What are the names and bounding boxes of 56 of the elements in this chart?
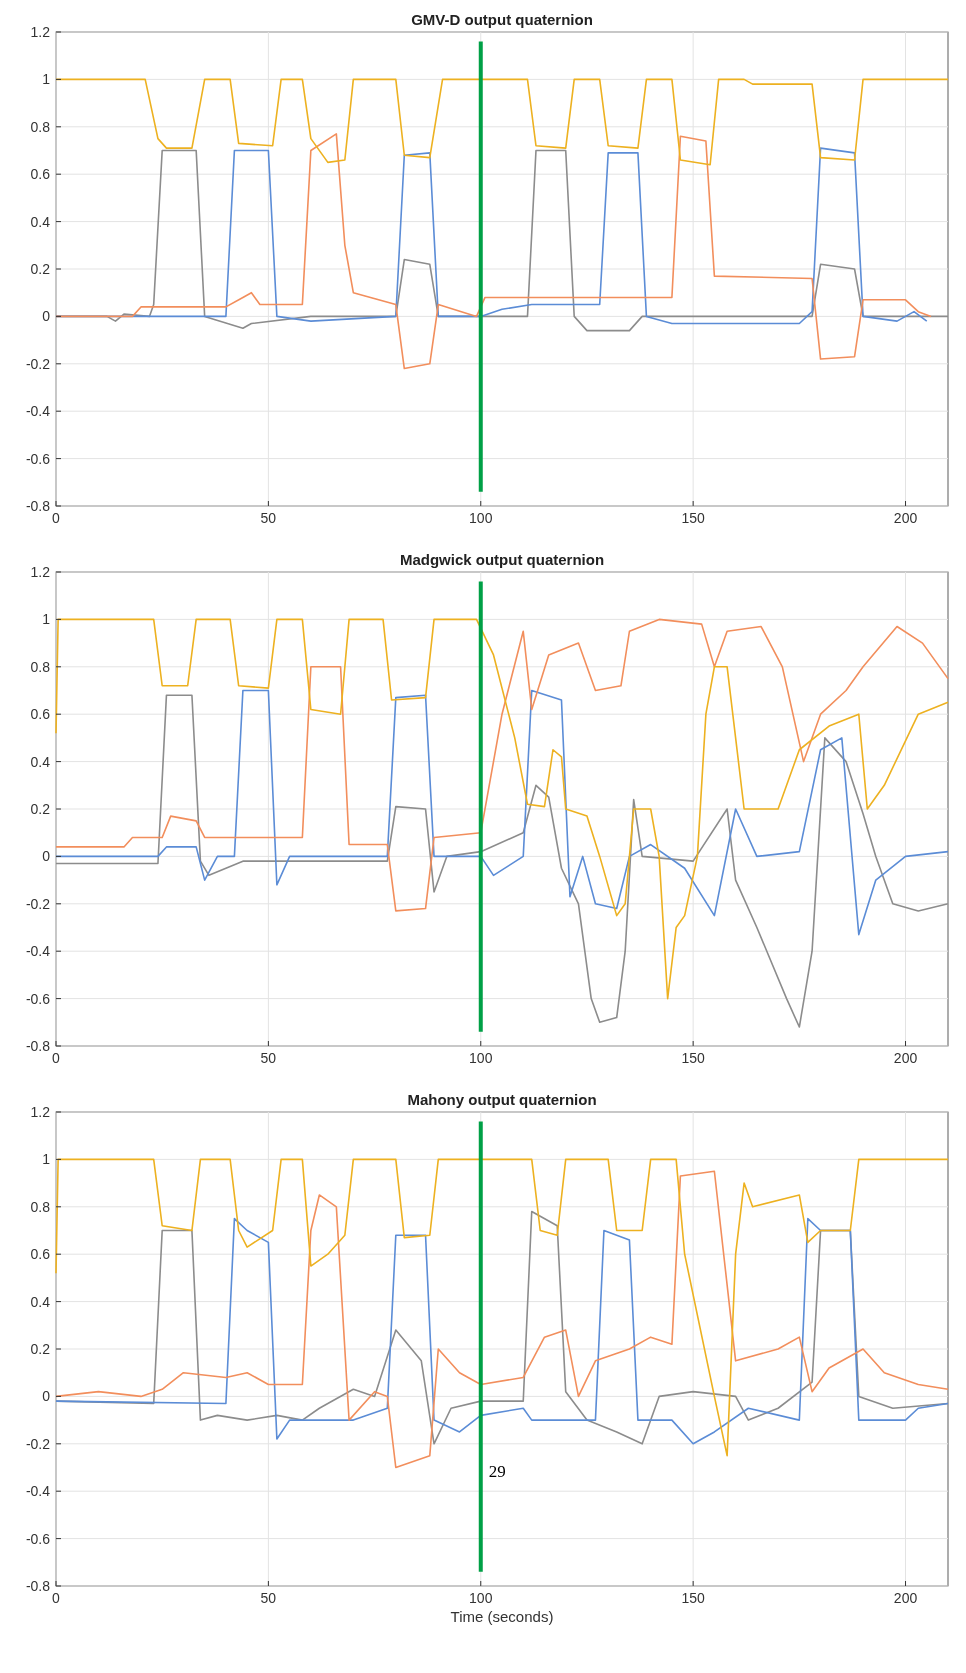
y-tick-label: 1 bbox=[42, 611, 51, 628]
y-tick-label: 0.8 bbox=[30, 1198, 51, 1215]
y-tick-label: 0 bbox=[42, 848, 51, 865]
chart-title: GMV-D output quaternion bbox=[411, 11, 593, 28]
y-tick-label: 0.8 bbox=[30, 658, 51, 675]
x-tick-label: 200 bbox=[893, 1590, 918, 1606]
x-tick-label: 50 bbox=[260, 1050, 277, 1066]
x-tick-label: 0 bbox=[52, 1590, 61, 1606]
x-tick-label: 0 bbox=[52, 1050, 61, 1066]
x-tick-label: 100 bbox=[469, 1590, 493, 1606]
y-tick-label: 0.2 bbox=[30, 1341, 51, 1357]
line-series bbox=[55, 694, 949, 1028]
annotation: 29 bbox=[488, 1461, 506, 1481]
x-tick-label: 100 bbox=[469, 1050, 493, 1066]
y-tick-label: 0.6 bbox=[30, 706, 51, 723]
y-tick-label: -0.8 bbox=[25, 498, 51, 514]
x-tick-label: 200 bbox=[893, 510, 918, 526]
x-tick-label: 100 bbox=[469, 510, 493, 526]
x-tick-label: 50 bbox=[260, 1590, 277, 1606]
y-tick-label: 0.6 bbox=[30, 166, 51, 183]
y-tick-label: -0.4 bbox=[25, 1483, 51, 1500]
y-tick-label: 1.2 bbox=[30, 564, 51, 580]
y-tick-label: -0.2 bbox=[25, 355, 51, 372]
y-tick-label: 0.4 bbox=[30, 213, 51, 230]
x-tick-label: 150 bbox=[681, 1050, 706, 1066]
y-tick-label: 0.4 bbox=[30, 1293, 51, 1310]
y-tick-label: -0.6 bbox=[25, 1530, 51, 1547]
line-series bbox=[55, 618, 949, 912]
y-tick-label: 0.4 bbox=[30, 753, 51, 770]
x-axis-title: Time (seconds) bbox=[450, 1608, 554, 1625]
line-series bbox=[55, 618, 949, 1000]
y-tick-label: 0.8 bbox=[30, 118, 51, 135]
y-tick-label: -0.6 bbox=[25, 990, 51, 1007]
y-tick-label: 0 bbox=[42, 308, 51, 325]
y-tick-label: -0.8 bbox=[25, 1038, 51, 1054]
y-tick-label: -0.4 bbox=[25, 943, 51, 960]
y-tick-label: 0 bbox=[42, 1388, 51, 1405]
y-tick-label: 1 bbox=[42, 71, 51, 88]
y-tick-label: 1.2 bbox=[30, 24, 51, 40]
y-tick-label: 0.6 bbox=[30, 1246, 51, 1263]
y-tick-label: -0.2 bbox=[25, 1435, 51, 1452]
y-tick-label: 1 bbox=[42, 1151, 51, 1168]
y-tick-label: 0.2 bbox=[30, 261, 51, 277]
chart-title: Madgwick output quaternion bbox=[399, 551, 605, 568]
x-tick-label: 0 bbox=[52, 510, 61, 526]
y-tick-label: -0.4 bbox=[25, 403, 51, 420]
y-tick-label: 0.2 bbox=[30, 801, 51, 817]
x-tick-label: 50 bbox=[260, 510, 277, 526]
x-tick-label: 200 bbox=[893, 1050, 918, 1066]
x-tick-label: 150 bbox=[681, 510, 706, 526]
y-tick-label: -0.8 bbox=[25, 1578, 51, 1594]
y-tick-label: -0.6 bbox=[25, 450, 51, 467]
y-tick-label: 1.2 bbox=[30, 1104, 51, 1120]
chart-title: Mahony output quaternion bbox=[407, 1091, 597, 1108]
y-tick-label: -0.2 bbox=[25, 895, 51, 912]
x-tick-label: 150 bbox=[681, 1590, 706, 1606]
